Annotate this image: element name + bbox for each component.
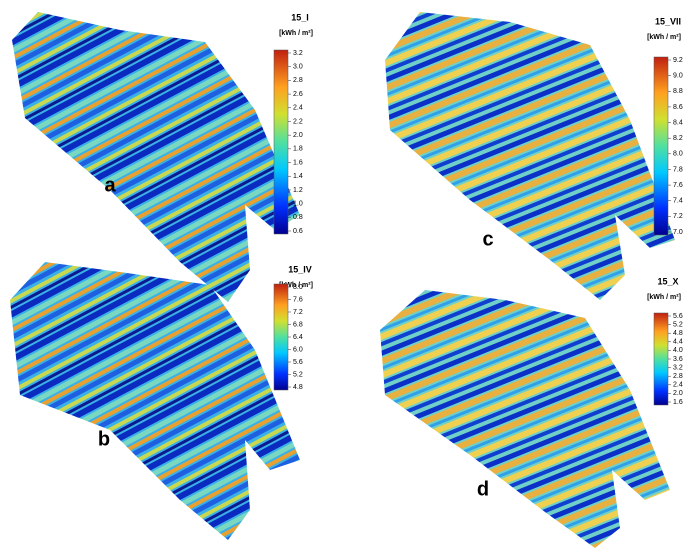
colorbar-tick-label: 3.0 [293,64,303,71]
panel-label: b [98,428,110,450]
colorbar-tick-label: 2.4 [673,382,683,389]
figure: a 15_I [kWh / m²] 3.2 3.0 2.8 2.6 2.4 2.2 2.0 1.8 1… [0,0,699,551]
colorbar-tick-label: 8.8 [673,88,683,95]
colorbar-tick-label: 7.6 [293,296,303,303]
colorbar [654,57,668,235]
colorbar-tick-label: 8.0 [673,151,683,158]
colorbar-unit: [kWh / m²] [647,34,681,41]
colorbar [654,313,668,405]
colorbar-tick-label: 2.0 [673,390,683,397]
colorbar-tick-label: 2.8 [293,77,303,84]
terrain-map [12,12,300,302]
colorbar-tick-label: 7.2 [293,309,303,316]
colorbar-tick-label: 5.2 [293,371,303,378]
terrain-map [385,12,675,300]
colorbar-tick-label: 4.8 [293,384,303,391]
colorbar-tick-label: 1.4 [293,173,303,180]
colorbar-tick-label: 1.2 [293,187,303,194]
colorbar-tick-label: 7.4 [673,198,683,205]
colorbar-unit: [kWh / m²] [647,294,681,301]
colorbar-tick-label: 5.2 [673,321,683,328]
colorbar-tick-label: 3.6 [673,356,683,363]
colorbar-tick-label: 0.6 [293,228,303,235]
colorbar-tick-label: 4.4 [673,339,683,346]
colorbar-tick-label: 2.4 [293,105,303,112]
colorbar-tick-label: 7.8 [673,166,683,173]
colorbar-tick-label: 6.4 [293,334,303,341]
colorbar [274,284,288,390]
colorbar-tick-label: 2.2 [293,118,303,125]
colorbar-tick-label: 2.6 [293,91,303,98]
colorbar-tick-label: 6.0 [293,346,303,353]
colorbar-tick-label: 1.8 [293,146,303,153]
colorbar-tick-label: 7.2 [673,213,683,220]
colorbar-tick-label: 8.4 [673,119,683,126]
colorbar-tick-label: 2.8 [673,373,683,380]
colorbar-title: 15_IV [288,264,312,274]
colorbar-tick-label: 9.0 [673,72,683,79]
colorbar-tick-label: 4.8 [673,330,683,337]
colorbar-tick-label: 4.0 [673,347,683,354]
colorbar-tick-label: 5.6 [673,313,683,320]
panel-label: a [104,174,116,196]
colorbar-tick-label: 8.6 [673,104,683,111]
colorbar-title: 15_VII [655,16,681,26]
colorbar-tick-label: 7.6 [673,182,683,189]
colorbar-tick-label: 8.0 [293,284,303,291]
colorbar-tick-label: 8.2 [673,135,683,142]
panel-label: d [477,478,489,500]
colorbar-tick-label: 1.6 [673,399,683,406]
colorbar-tick-label: 6.8 [293,321,303,328]
colorbar-tick-label: 3.2 [293,50,303,57]
colorbar-tick-label: 0.8 [293,214,303,221]
colorbar-tick-label: 1.6 [293,159,303,166]
colorbar-tick-label: 7.0 [673,229,683,236]
colorbar-unit: [kWh / m²] [279,30,313,37]
panel-label: c [482,228,493,250]
colorbar-tick-label: 9.2 [673,57,683,64]
colorbar-tick-label: 5.6 [293,359,303,366]
colorbar-tick-label: 2.0 [293,132,303,139]
colorbar-title: 15_X [657,276,678,286]
colorbar-title: 15_I [291,12,309,22]
terrain-map [10,262,300,540]
colorbar-tick-label: 1.0 [293,200,303,207]
colorbar [274,50,288,234]
terrain-maps [10,12,675,548]
terrain-map [380,290,670,548]
colorbar-tick-label: 3.2 [673,364,683,371]
